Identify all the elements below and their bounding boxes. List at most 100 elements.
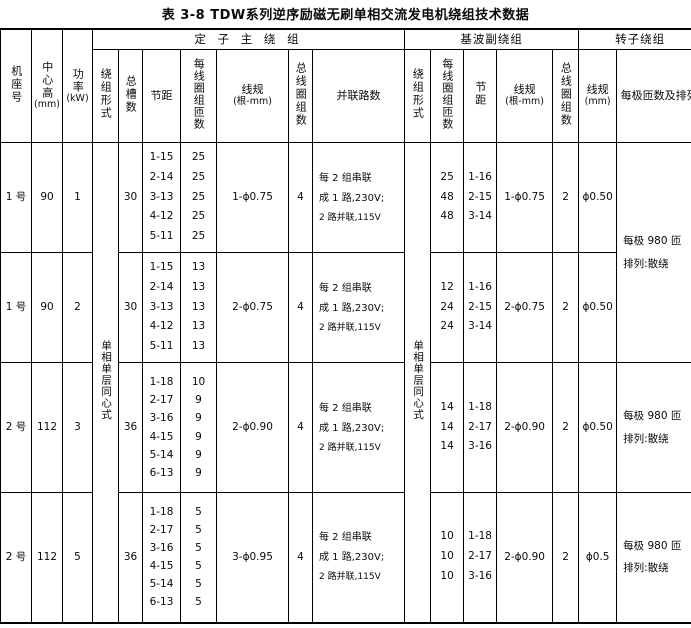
cell-frame-no: 2 号 [0, 492, 32, 623]
sub-pitch-item: 3-14 [468, 320, 492, 333]
turns-item: 5 [195, 578, 202, 591]
pitch-item: 6-13 [149, 466, 174, 479]
pitch-item: 3-16 [149, 542, 174, 555]
cell-center-height: 112 [31, 492, 63, 623]
cell-sub-pitch-list: 1-18 2-17 3-16 [463, 492, 498, 623]
cell-rotor-wire-gauge: ϕ0.50 [578, 252, 618, 363]
header-power-label: 功率 [71, 67, 85, 94]
table-row: 1 号 90 2 30 1-15 2-14 3-13 4-12 5-11 13 … [0, 252, 691, 363]
parallel-note-line: 每 2 组串联 [319, 172, 372, 184]
turns-item: 5 [195, 596, 202, 609]
header-sub-wire-gauge: 线规 (根-mm) [496, 49, 554, 143]
sub-turns-item: 24 [440, 320, 454, 333]
pitch-item: 2-17 [149, 394, 174, 407]
pitch-item: 1-18 [149, 506, 174, 519]
cell-rotor-wire-gauge: ϕ0.50 [578, 142, 618, 253]
pitch-item: 3-16 [149, 412, 174, 425]
parallel-note-line: 2 路并联,115V [319, 572, 381, 583]
header-sub-winding-form-label: 绕组形式 [411, 68, 425, 121]
cell-sub-turns-list: 14 14 14 [430, 362, 465, 493]
turns-item: 13 [191, 340, 206, 353]
cell-stator-winding-form-label: 单相单层同心式 [100, 339, 113, 421]
cell-pitch-list: 1-15 2-14 3-13 4-12 5-11 [142, 142, 181, 253]
header-sub-row: 绕组形式 总槽数 节距 每线圈组匝数 线规 (根-mm) 总线圈组数 并联路数 … [1, 49, 691, 143]
turns-item: 25 [191, 150, 206, 163]
cell-sub-wire-gauge: 2-ϕ0.90 [496, 492, 554, 623]
turns-item: 25 [191, 230, 206, 243]
cell-sub-total-coil-groups: 2 [552, 142, 580, 253]
sub-turns-item: 10 [440, 530, 454, 543]
pitch-item: 4-15 [149, 560, 174, 573]
header-power-unit: (kW) [66, 92, 89, 104]
header-rotor-wire-gauge: 线规 (mm) [578, 49, 618, 143]
header-sub-pitch-label: 节距 [473, 81, 487, 108]
turns-item: 25 [191, 190, 206, 203]
sub-turns-item: 10 [440, 550, 454, 563]
cell-turns-list: 13 13 13 13 13 [180, 252, 217, 363]
sub-pitch-item: 2-15 [468, 190, 492, 203]
pitch-item: 1-15 [149, 150, 174, 163]
sub-pitch-item: 3-14 [468, 210, 492, 223]
parallel-note-line: 每 2 组串联 [319, 532, 372, 544]
sub-pitch-item: 3-16 [468, 570, 492, 583]
cell-sub-pitch-list: 1-16 2-15 3-14 [463, 142, 498, 253]
header-rotor-wire-gauge-unit: (mm) [584, 95, 611, 107]
turns-item: 5 [195, 506, 202, 519]
sub-turns-item: 14 [440, 420, 454, 433]
sub-pitch-item: 2-15 [468, 300, 492, 313]
cell-frame-no: 1 号 [0, 142, 32, 253]
cell-sub-pitch-list: 1-16 2-15 3-14 [463, 252, 498, 363]
pitch-item: 2-14 [149, 170, 174, 183]
cell-turns-list: 25 25 25 25 25 [180, 142, 217, 253]
cell-parallel-paths: 每 2 组串联 成 1 路,230V; 2 路并联,115V [311, 142, 406, 253]
rotor-note-line: 排列:散绕 [623, 432, 669, 445]
turns-item: 9 [195, 466, 202, 479]
turns-item: 9 [195, 394, 202, 407]
sub-turns-item: 48 [440, 190, 454, 203]
cell-rotor-wire-gauge: ϕ0.5 [578, 492, 618, 623]
sub-turns-item: 14 [440, 440, 454, 453]
table-row: 2 号 112 5 36 1-18 2-17 3-16 4-15 5-14 6-… [0, 492, 691, 623]
rotor-note-line: 排列:散绕 [623, 257, 669, 270]
cell-frame-no: 2 号 [0, 362, 32, 493]
parallel-note-line: 每 2 组串联 [319, 282, 372, 294]
pitch-item: 5-14 [149, 578, 174, 591]
pitch-item: 4-12 [149, 320, 174, 333]
cell-sub-total-coil-groups: 2 [552, 492, 580, 623]
header-total-slots: 总槽数 [118, 49, 143, 143]
cell-sub-winding-form-label: 单相单层同心式 [412, 339, 425, 421]
cell-rotor-turns: 每极 980 匝 排列:散绕 [616, 142, 691, 363]
page-title: 表 3-8 TDW系列逆序励磁无刷单相交流发电机绕组技术数据 [161, 8, 530, 23]
cell-sub-winding-form: 单相单层同心式 [404, 142, 432, 623]
header-sub-total-coil-groups: 总线圈组数 [552, 49, 580, 143]
cell-wire-gauge: 2-ϕ0.75 [216, 252, 289, 363]
table-row: 2 号 112 3 36 1-18 2-17 3-16 4-15 5-14 6-… [0, 362, 691, 493]
header-rotor-turns-label-1: 每极匝数及排列 [620, 88, 691, 102]
cell-wire-gauge: 2-ϕ0.90 [216, 362, 289, 493]
sub-pitch-item: 3-16 [468, 440, 492, 453]
parallel-note-line: 成 1 路,230V; [319, 192, 385, 204]
turns-item: 25 [191, 210, 206, 223]
cell-power: 3 [62, 362, 93, 493]
header-frame-no-label: 机座号 [9, 64, 23, 104]
header-total-slots-label: 总槽数 [124, 74, 138, 114]
header-rotor-wire-gauge-label: 线规 [586, 83, 609, 97]
cell-power: 1 [62, 142, 93, 253]
cell-total-slots: 30 [118, 252, 143, 363]
header-sub-total-coil-groups-label: 总线圈组数 [559, 61, 573, 127]
rotor-note-line: 每极 980 匝 [623, 540, 682, 553]
parallel-note-line: 每 2 组串联 [319, 402, 372, 414]
turns-item: 13 [191, 300, 206, 313]
pitch-item: 6-13 [149, 596, 174, 609]
parallel-note-line: 成 1 路,230V; [319, 302, 385, 314]
sub-turns-item: 24 [440, 300, 454, 313]
header-group-rotor-winding: 转子绕组 [578, 28, 691, 50]
header-sub-wire-gauge-label: 线规 [513, 83, 536, 97]
cell-center-height: 112 [31, 362, 63, 493]
pitch-item: 5-11 [149, 340, 174, 353]
parallel-note-line: 2 路并联,115V [319, 442, 381, 453]
cell-sub-wire-gauge: 2-ϕ0.90 [496, 362, 554, 493]
cell-total-coil-groups: 4 [288, 142, 313, 253]
header-sub-wire-gauge-unit: (根-mm) [505, 95, 544, 107]
header-sub-pitch: 节距 [463, 49, 498, 143]
